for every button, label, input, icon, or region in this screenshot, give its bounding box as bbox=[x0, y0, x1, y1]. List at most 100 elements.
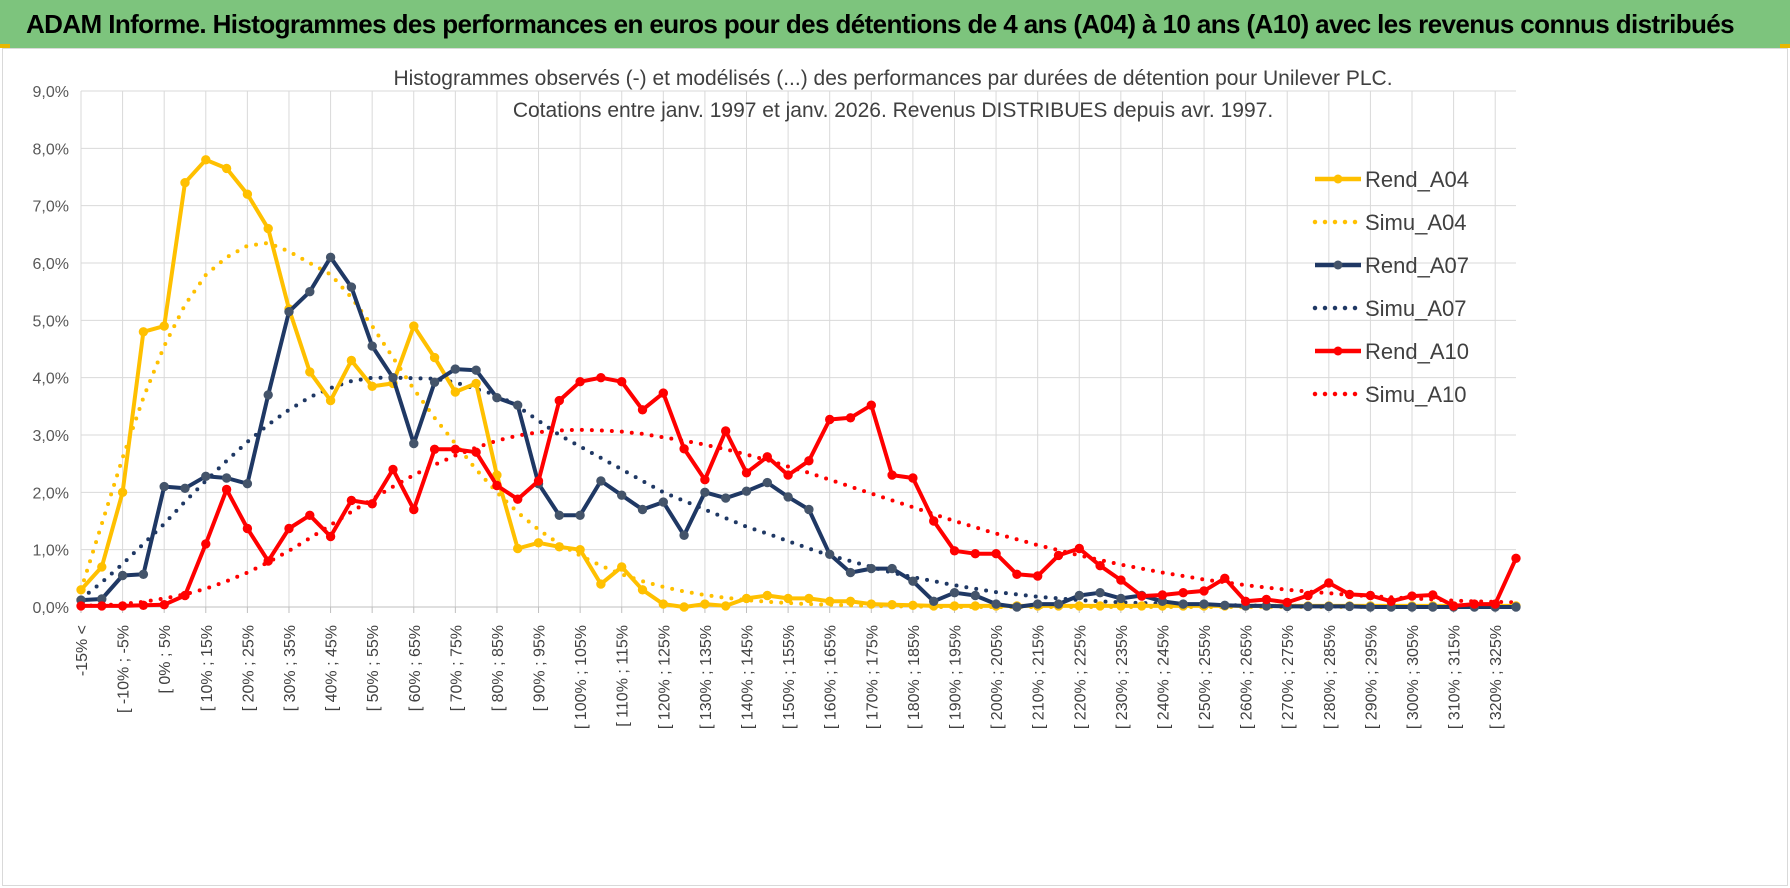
banner-accent-left bbox=[0, 44, 10, 48]
data-point bbox=[513, 543, 523, 554]
data-point bbox=[221, 473, 232, 483]
series-line-Simu_A10 bbox=[79, 427, 1518, 608]
data-point bbox=[804, 593, 814, 604]
data-point bbox=[471, 378, 481, 389]
data-point bbox=[1386, 596, 1396, 606]
data-point bbox=[1511, 553, 1521, 563]
data-point bbox=[429, 377, 440, 387]
series-Rend_A04 bbox=[76, 155, 1521, 612]
data-point bbox=[1199, 586, 1209, 596]
data-point bbox=[804, 456, 814, 466]
x-tick-label: [ 220% ; 225% bbox=[1072, 625, 1089, 729]
data-point bbox=[138, 600, 149, 610]
legend-label: Simu_A07 bbox=[1365, 296, 1467, 321]
data-point bbox=[1012, 602, 1022, 612]
data-point bbox=[617, 490, 627, 500]
data-point bbox=[617, 377, 627, 387]
data-point bbox=[783, 470, 793, 480]
data-point bbox=[325, 252, 336, 263]
series-line-Rend_A04 bbox=[79, 157, 1516, 609]
data-point bbox=[1448, 601, 1459, 611]
chart-title-line-1: Histogrammes observés (-) et modélisés (… bbox=[393, 67, 1392, 90]
x-tick-label: [ 260% ; 265% bbox=[1239, 625, 1256, 729]
y-tick-label: 4,0% bbox=[33, 371, 69, 388]
series-Simu_A04 bbox=[79, 240, 1518, 609]
data-point bbox=[450, 444, 460, 454]
data-point bbox=[1344, 601, 1355, 612]
legend-item-Simu_A10[interactable]: Simu_A10 bbox=[1312, 382, 1467, 407]
legend-item-Rend_A10[interactable]: Rend_A10 bbox=[1315, 339, 1469, 364]
legend-item-Rend_A04[interactable]: Rend_A04 bbox=[1315, 167, 1469, 192]
legend-item-Simu_A07[interactable]: Simu_A07 bbox=[1312, 296, 1467, 321]
data-point bbox=[429, 352, 440, 363]
data-point bbox=[887, 600, 897, 610]
y-tick-label: 0,0% bbox=[33, 600, 69, 617]
y-tick-label: 5,0% bbox=[33, 313, 69, 330]
y-tick-label: 6,0% bbox=[33, 256, 69, 273]
data-point bbox=[908, 473, 918, 483]
data-point bbox=[367, 381, 377, 391]
data-point bbox=[970, 601, 980, 611]
data-point bbox=[741, 468, 752, 478]
chart-area: Histogrammes observés (-) et modélisés (… bbox=[2, 48, 1788, 886]
data-point bbox=[949, 601, 960, 611]
data-point bbox=[1324, 578, 1334, 588]
data-point bbox=[533, 476, 544, 486]
data-point bbox=[263, 223, 273, 234]
banner-accent-right bbox=[1780, 44, 1790, 48]
x-tick-label: [ 50% ; 55% bbox=[365, 625, 382, 711]
legend[interactable]: Rend_A04 Simu_A04 Rend_A07 Simu_A07 Rend_A10… bbox=[1312, 167, 1469, 407]
legend-item-Rend_A07[interactable]: Rend_A07 bbox=[1315, 253, 1469, 278]
data-point bbox=[1282, 597, 1292, 608]
data-point bbox=[617, 562, 627, 572]
data-point bbox=[1012, 569, 1022, 579]
data-point bbox=[554, 510, 564, 520]
data-point bbox=[76, 601, 86, 611]
y-tick-label: 3,0% bbox=[33, 428, 69, 445]
data-point bbox=[138, 327, 149, 337]
data-point bbox=[492, 480, 502, 491]
y-tick-label: 8,0% bbox=[33, 141, 69, 158]
data-point bbox=[1220, 600, 1230, 610]
data-point bbox=[825, 549, 835, 559]
data-point bbox=[887, 470, 897, 480]
data-point bbox=[513, 494, 523, 504]
data-point bbox=[991, 549, 1001, 559]
y-tick-label: 1,0% bbox=[33, 543, 69, 560]
data-point bbox=[1365, 602, 1376, 612]
legend-marker bbox=[1333, 346, 1343, 356]
data-point bbox=[305, 367, 315, 377]
data-point bbox=[1428, 590, 1438, 600]
data-point bbox=[388, 464, 398, 475]
data-point bbox=[970, 590, 980, 601]
data-point bbox=[242, 523, 253, 534]
data-point bbox=[284, 523, 294, 534]
data-point bbox=[804, 504, 814, 515]
data-point bbox=[1303, 590, 1313, 601]
data-point bbox=[825, 596, 835, 606]
legend-label: Rend_A07 bbox=[1365, 253, 1469, 278]
data-point bbox=[1053, 599, 1064, 609]
data-point bbox=[887, 563, 897, 574]
y-tick-label: 9,0% bbox=[33, 84, 69, 101]
y-tick-label: 7,0% bbox=[33, 199, 69, 216]
data-point bbox=[1407, 591, 1417, 601]
data-point bbox=[825, 414, 835, 425]
data-point bbox=[866, 599, 876, 609]
data-point bbox=[575, 510, 585, 520]
x-tick-label: [ -10% ; -5% bbox=[116, 625, 133, 713]
x-tick-label: [ 160% ; 165% bbox=[823, 625, 840, 729]
legend-item-Simu_A04[interactable]: Simu_A04 bbox=[1312, 210, 1467, 235]
data-point bbox=[845, 596, 856, 606]
data-point bbox=[1074, 590, 1085, 601]
data-point bbox=[325, 531, 336, 542]
chart-title-line-2: Cotations entre janv. 1997 et janv. 2026… bbox=[513, 99, 1273, 122]
data-point bbox=[929, 516, 939, 526]
data-point bbox=[679, 530, 689, 540]
x-tick-label: [ 300% ; 305% bbox=[1405, 625, 1422, 729]
data-point bbox=[1178, 599, 1188, 609]
data-point bbox=[596, 373, 606, 383]
data-point bbox=[1095, 561, 1105, 571]
data-point bbox=[1095, 601, 1105, 611]
x-tick-label: [ 20% ; 25% bbox=[240, 625, 257, 711]
